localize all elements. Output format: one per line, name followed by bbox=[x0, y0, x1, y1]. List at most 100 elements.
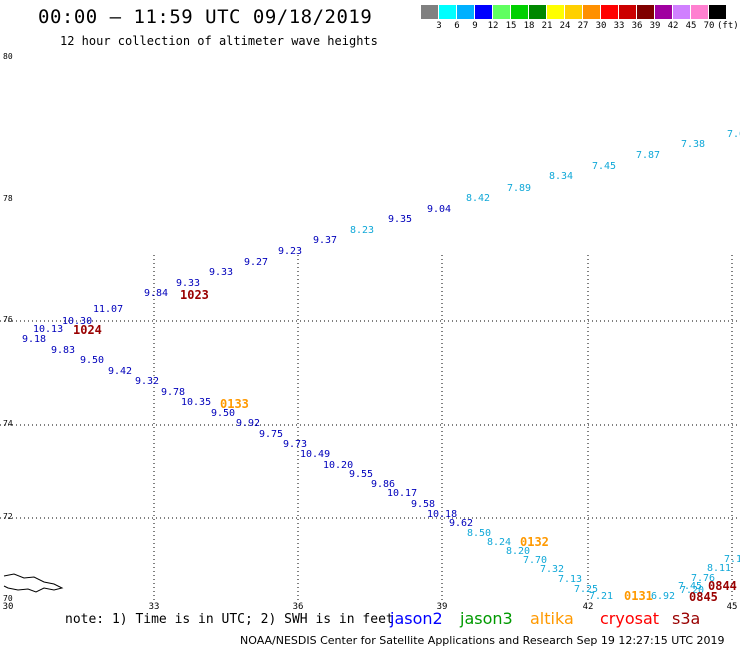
lon-label: 36 bbox=[292, 602, 304, 612]
pass-time-label: 0132 bbox=[520, 535, 549, 549]
pass-time-label: 0845 bbox=[689, 590, 718, 604]
wave-height-label: 9.86 bbox=[371, 479, 396, 490]
scale-swatch bbox=[655, 5, 672, 19]
scale-label: 70 bbox=[703, 21, 715, 31]
wave-height-label: 9.50 bbox=[80, 355, 105, 366]
map-subtitle: 12 hour collection of altimeter wave hei… bbox=[60, 34, 378, 48]
scale-swatch bbox=[583, 5, 600, 19]
scale-swatch bbox=[709, 5, 726, 19]
legend-cryosat: cryosat bbox=[600, 609, 660, 628]
scale-label: 6 bbox=[454, 21, 460, 31]
lon-label: 33 bbox=[148, 602, 160, 612]
pass-time-label: 0131 bbox=[624, 589, 653, 603]
scale-swatch bbox=[565, 5, 582, 19]
wave-height-label: 10.20 bbox=[323, 460, 354, 471]
wave-height-label: 7.13 bbox=[558, 574, 583, 585]
scale-swatch bbox=[673, 5, 690, 19]
scale-swatch bbox=[511, 5, 528, 19]
graticule bbox=[0, 255, 740, 600]
scale-label: 21 bbox=[541, 21, 553, 31]
wave-height-label: 9.35 bbox=[388, 214, 413, 225]
wave-height-label: 7.0 bbox=[727, 129, 740, 140]
lon-label: 45 bbox=[726, 602, 738, 612]
wave-height-label: 9.92 bbox=[236, 418, 261, 429]
scale-swatch bbox=[601, 5, 618, 19]
lat-label: 78 bbox=[3, 194, 13, 203]
scale-label: 30 bbox=[595, 21, 607, 31]
wave-height-label: 7.89 bbox=[507, 183, 532, 194]
wave-height-label: 9.50 bbox=[211, 408, 236, 419]
wave-height-label: 7.45 bbox=[592, 161, 617, 172]
scale-swatch bbox=[475, 5, 492, 19]
legend-jason2: jason2 bbox=[390, 609, 443, 628]
wave-height-label: 8.24 bbox=[487, 537, 512, 548]
wave-height-label: 7.45 bbox=[678, 581, 703, 592]
wave-height-label: 9.73 bbox=[283, 439, 308, 450]
wave-height-label: 9.23 bbox=[278, 246, 303, 257]
scale-label: 45 bbox=[685, 21, 697, 31]
pass-time-label: 1023 bbox=[180, 288, 209, 302]
scale-label: 3 bbox=[436, 21, 442, 31]
wave-height-label: 9.84 bbox=[144, 288, 169, 299]
wave-height-label: 8.50 bbox=[467, 528, 492, 539]
scale-label: 36 bbox=[631, 21, 643, 31]
scale-swatch bbox=[547, 5, 564, 19]
lat-label: 76 bbox=[3, 315, 13, 324]
credit-line: NOAA/NESDIS Center for Satellite Applica… bbox=[240, 634, 725, 647]
scale-swatch bbox=[439, 5, 456, 19]
wave-height-label: 7.32 bbox=[540, 564, 565, 575]
lat-label: 80 bbox=[3, 52, 13, 61]
wave-height-label: 10.13 bbox=[33, 324, 64, 335]
lon-label: 30 bbox=[2, 602, 14, 612]
wave-height-label: 8.34 bbox=[549, 171, 574, 182]
wave-height-label: 10.17 bbox=[387, 488, 418, 499]
lon-label: 42 bbox=[582, 602, 594, 612]
scale-label: (ft) bbox=[717, 21, 739, 31]
wave-height-label: 9.27 bbox=[244, 257, 269, 268]
pass-time-label: 1024 bbox=[73, 323, 102, 337]
lat-label: 70 bbox=[3, 594, 13, 603]
pass-time-label: 0844 bbox=[708, 579, 737, 593]
map-title: 00:00 – 11:59 UTC 09/18/2019 bbox=[38, 6, 373, 28]
scale-label: 15 bbox=[505, 21, 517, 31]
scale-label: 24 bbox=[559, 21, 571, 31]
wave-height-label: 9.78 bbox=[161, 387, 186, 398]
wave-height-label: 10.30 bbox=[62, 316, 93, 327]
coastline-svalbard bbox=[3, 573, 64, 593]
wave-height-label: 9.83 bbox=[51, 345, 76, 356]
wave-height-label: 9.33 bbox=[176, 278, 201, 289]
wave-height-label: 10.49 bbox=[300, 449, 331, 460]
wave-height-label: 8.20 bbox=[506, 546, 531, 557]
scale-swatch bbox=[457, 5, 474, 19]
wave-height-label: 8.11 bbox=[707, 563, 732, 574]
wave-height-label: 7.38 bbox=[681, 139, 706, 150]
wave-height-label: 6.92 bbox=[651, 591, 676, 602]
scale-swatch bbox=[421, 5, 438, 19]
wave-height-label: 10.35 bbox=[181, 397, 212, 408]
wave-height-label: 11.07 bbox=[93, 304, 124, 315]
wave-height-label: 7.20 bbox=[680, 585, 705, 596]
scale-label: 18 bbox=[523, 21, 535, 31]
wave-height-label: 9.33 bbox=[209, 267, 234, 278]
wave-height-label: 9.62 bbox=[449, 518, 474, 529]
wave-height-label: 9.58 bbox=[411, 499, 436, 510]
wave-height-label: 9.75 bbox=[259, 429, 284, 440]
wave-height-label: 7.76 bbox=[691, 573, 716, 584]
wave-height-label: 7.70 bbox=[523, 555, 548, 566]
lon-label: 39 bbox=[436, 602, 448, 612]
scale-label: 27 bbox=[577, 21, 589, 31]
scale-label: 9 bbox=[472, 21, 478, 31]
legend-jason3: jason3 bbox=[460, 609, 513, 628]
wave-height-label: 9.04 bbox=[427, 204, 452, 215]
scale-label: 12 bbox=[487, 21, 499, 31]
wave-height-label: 7.21 bbox=[589, 591, 614, 602]
lat-label: 74 bbox=[3, 419, 13, 428]
wave-height-label: 9.32 bbox=[135, 376, 160, 387]
scale-swatch bbox=[529, 5, 546, 19]
legend-altika: altika bbox=[530, 609, 574, 628]
lat-label: 72 bbox=[3, 512, 13, 521]
wave-height-label: 7.1 bbox=[724, 554, 740, 565]
wave-height-label: 8.23 bbox=[350, 225, 375, 236]
wave-height-label: 8.42 bbox=[466, 193, 491, 204]
